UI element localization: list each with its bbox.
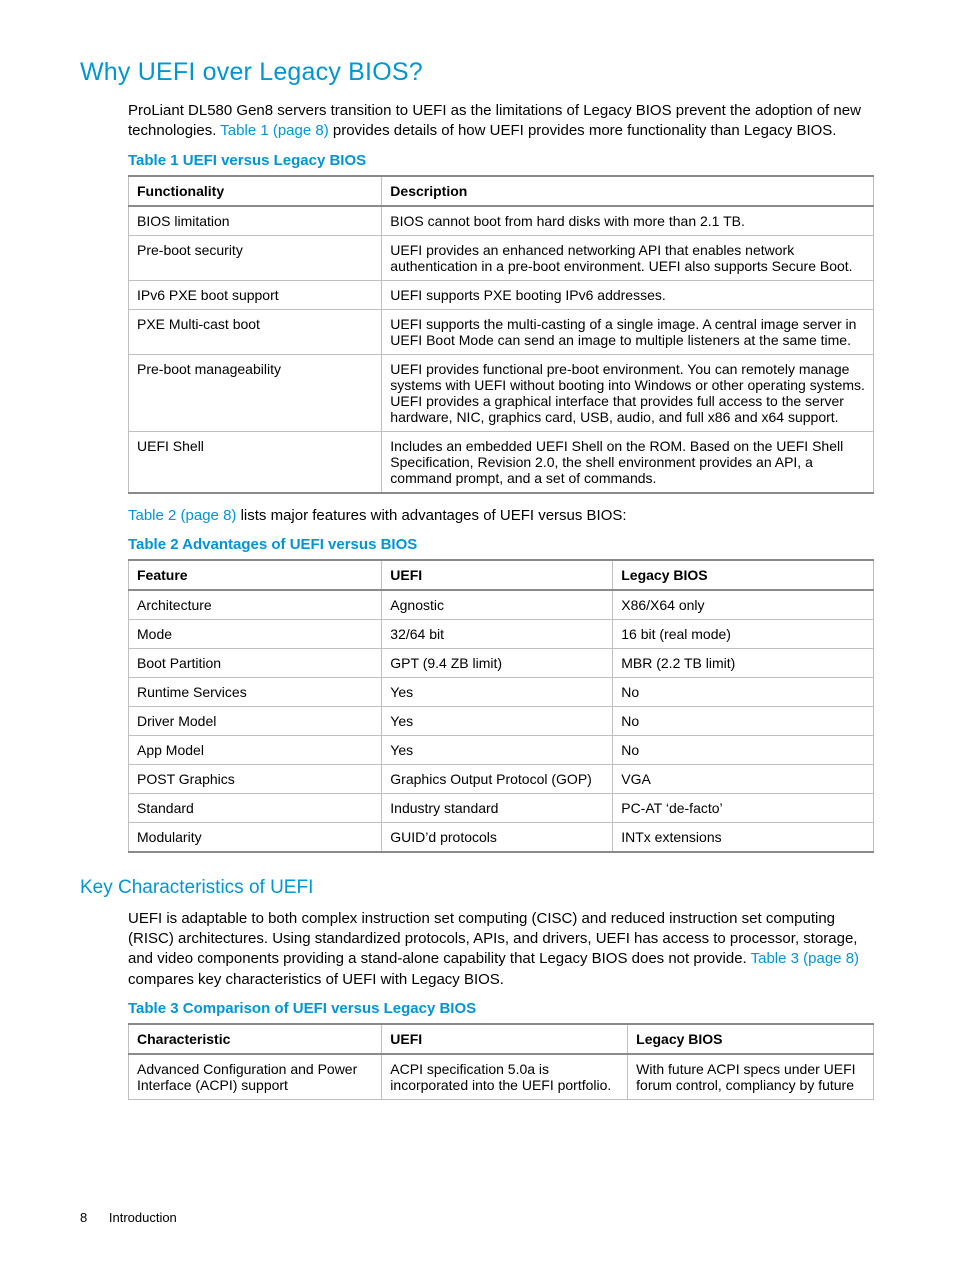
table-cell: INTx extensions (613, 822, 874, 852)
table-row: Driver ModelYesNo (129, 706, 874, 735)
table-2-col-1: UEFI (382, 560, 613, 590)
page-footer: 8 Introduction (80, 1210, 177, 1225)
text-run: provides details of how UEFI provides mo… (329, 122, 837, 139)
heading-why-uefi: Why UEFI over Legacy BIOS? (80, 58, 874, 87)
table-row: IPv6 PXE boot supportUEFI supports PXE b… (129, 280, 874, 309)
table-cell: Advanced Configuration and Power Interfa… (129, 1054, 382, 1100)
table-cell: Pre-boot manageability (129, 354, 382, 431)
table-2: Feature UEFI Legacy BIOS ArchitectureAgn… (128, 559, 874, 853)
table-cell: No (613, 677, 874, 706)
table-cell: App Model (129, 735, 382, 764)
table-cell: BIOS cannot boot from hard disks with mo… (382, 206, 874, 236)
page-number: 8 (80, 1210, 87, 1225)
table-1-col-0: Functionality (129, 176, 382, 206)
table-cell: UEFI provides an enhanced networking API… (382, 235, 874, 280)
table-2-caption: Table 2 Advantages of UEFI versus BIOS (128, 536, 874, 553)
table-row: Mode32/64 bit16 bit (real mode) (129, 619, 874, 648)
table-row: Boot PartitionGPT (9.4 ZB limit)MBR (2.2… (129, 648, 874, 677)
table-cell: BIOS limitation (129, 206, 382, 236)
table-row: Runtime ServicesYesNo (129, 677, 874, 706)
table-cell: UEFI Shell (129, 431, 382, 493)
table-cell: UEFI supports PXE booting IPv6 addresses… (382, 280, 874, 309)
table-2-col-0: Feature (129, 560, 382, 590)
text-run: UEFI is adaptable to both complex instru… (128, 910, 857, 968)
heading-key-characteristics: Key Characteristics of UEFI (80, 877, 874, 899)
table-cell: MBR (2.2 TB limit) (613, 648, 874, 677)
table-1-body: BIOS limitationBIOS cannot boot from har… (129, 206, 874, 493)
table-2-body: ArchitectureAgnosticX86/X64 onlyMode32/6… (129, 590, 874, 852)
table-cell: UEFI provides functional pre-boot enviro… (382, 354, 874, 431)
text-run: lists major features with advantages of … (236, 507, 626, 524)
table-cell: UEFI supports the multi-casting of a sin… (382, 309, 874, 354)
table-cell: ACPI specification 5.0a is incorporated … (382, 1054, 628, 1100)
table-row: ModularityGUID’d protocolsINTx extension… (129, 822, 874, 852)
table-3-caption: Table 3 Comparison of UEFI versus Legacy… (128, 1000, 874, 1017)
page: Why UEFI over Legacy BIOS? ProLiant DL58… (0, 0, 954, 1271)
table-row: BIOS limitationBIOS cannot boot from har… (129, 206, 874, 236)
table-cell: Architecture (129, 590, 382, 620)
section-body-2: UEFI is adaptable to both complex instru… (128, 909, 874, 1100)
intro-paragraph: ProLiant DL580 Gen8 servers transition t… (128, 101, 874, 142)
table-cell: Standard (129, 793, 382, 822)
table-cell: PC-AT ‘de-facto’ (613, 793, 874, 822)
section-body: ProLiant DL580 Gen8 servers transition t… (128, 101, 874, 853)
text-run: compares key characteristics of UEFI wit… (128, 971, 504, 988)
table-cell: Yes (382, 677, 613, 706)
table-row: Pre-boot securityUEFI provides an enhanc… (129, 235, 874, 280)
table-cell: PXE Multi-cast boot (129, 309, 382, 354)
table-row: Pre-boot manageabilityUEFI provides func… (129, 354, 874, 431)
table-1-caption: Table 1 UEFI versus Legacy BIOS (128, 152, 874, 169)
table-cell: X86/X64 only (613, 590, 874, 620)
table-3-body: Advanced Configuration and Power Interfa… (129, 1054, 874, 1100)
table-cell: POST Graphics (129, 764, 382, 793)
table-cell: Yes (382, 706, 613, 735)
table-cell: 32/64 bit (382, 619, 613, 648)
table-cell: Runtime Services (129, 677, 382, 706)
table-2-col-2: Legacy BIOS (613, 560, 874, 590)
footer-section: Introduction (109, 1210, 177, 1225)
table-cell: Driver Model (129, 706, 382, 735)
table-cell: No (613, 735, 874, 764)
between-paragraph: Table 2 (page 8) lists major features wi… (128, 506, 874, 526)
table-3-col-2: Legacy BIOS (628, 1024, 874, 1054)
table-cell: No (613, 706, 874, 735)
table-cell: IPv6 PXE boot support (129, 280, 382, 309)
table-3-col-1: UEFI (382, 1024, 628, 1054)
table-cell: Pre-boot security (129, 235, 382, 280)
link-table-1[interactable]: Table 1 (page 8) (220, 122, 328, 139)
table-row: App ModelYesNo (129, 735, 874, 764)
table-row: POST GraphicsGraphics Output Protocol (G… (129, 764, 874, 793)
table-cell: Mode (129, 619, 382, 648)
table-cell: Includes an embedded UEFI Shell on the R… (382, 431, 874, 493)
table-cell: Industry standard (382, 793, 613, 822)
table-row: ArchitectureAgnosticX86/X64 only (129, 590, 874, 620)
table-row: Advanced Configuration and Power Interfa… (129, 1054, 874, 1100)
table-cell: Modularity (129, 822, 382, 852)
table-cell: Agnostic (382, 590, 613, 620)
table-cell: GPT (9.4 ZB limit) (382, 648, 613, 677)
table-cell: With future ACPI specs under UEFI forum … (628, 1054, 874, 1100)
table-row: PXE Multi-cast bootUEFI supports the mul… (129, 309, 874, 354)
table-cell: 16 bit (real mode) (613, 619, 874, 648)
key-paragraph: UEFI is adaptable to both complex instru… (128, 909, 874, 990)
table-3-col-0: Characteristic (129, 1024, 382, 1054)
link-table-2[interactable]: Table 2 (page 8) (128, 507, 236, 524)
table-cell: Yes (382, 735, 613, 764)
table-1: Functionality Description BIOS limitatio… (128, 175, 874, 494)
table-cell: Graphics Output Protocol (GOP) (382, 764, 613, 793)
table-cell: Boot Partition (129, 648, 382, 677)
table-1-col-1: Description (382, 176, 874, 206)
link-table-3[interactable]: Table 3 (page 8) (751, 950, 859, 967)
table-3: Characteristic UEFI Legacy BIOS Advanced… (128, 1023, 874, 1100)
table-cell: GUID’d protocols (382, 822, 613, 852)
table-row: StandardIndustry standardPC-AT ‘de-facto… (129, 793, 874, 822)
table-cell: VGA (613, 764, 874, 793)
table-row: UEFI ShellIncludes an embedded UEFI Shel… (129, 431, 874, 493)
